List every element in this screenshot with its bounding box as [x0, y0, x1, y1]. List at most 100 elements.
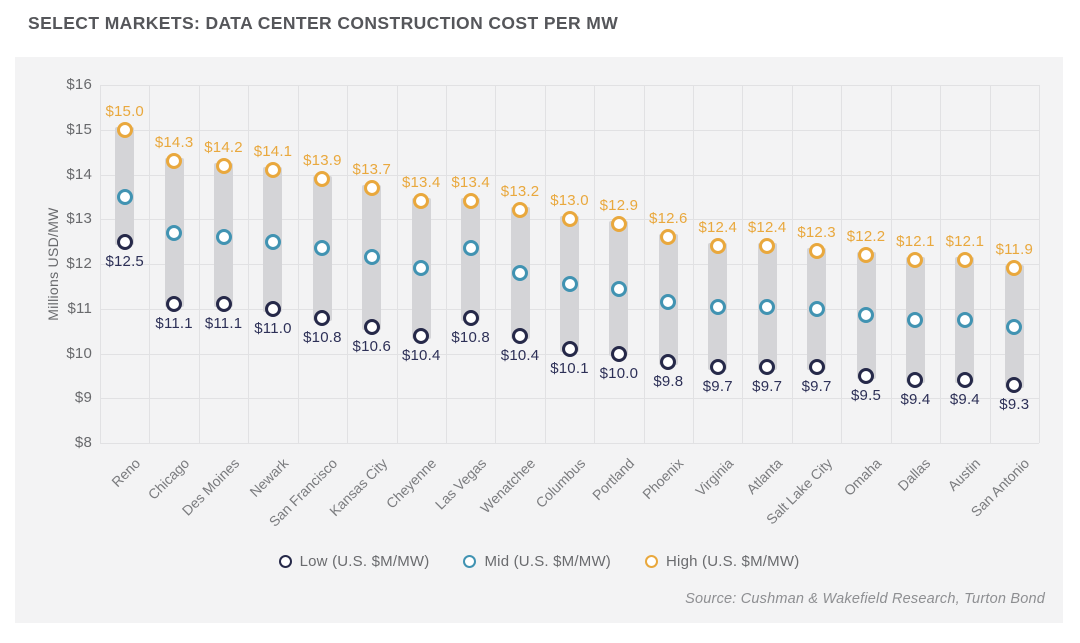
low-dot: [561, 341, 578, 358]
mid-dot: [363, 249, 380, 266]
gridline-horizontal: [100, 85, 1039, 86]
x-axis-category-label: San Antonio: [967, 455, 1033, 520]
low-value-label: $10.8: [451, 328, 490, 346]
high-dot: [215, 157, 232, 174]
high-dot: [1006, 260, 1023, 277]
low-value-label: $9.3: [999, 395, 1030, 413]
page-title: SELECT MARKETS: DATA CENTER CONSTRUCTION…: [28, 13, 619, 33]
low-value-label: $10.6: [352, 337, 392, 355]
high-dot: [314, 170, 331, 187]
y-axis-tick-label: $15: [66, 120, 92, 138]
low-value-label: $9.8: [653, 373, 684, 391]
legend-label-high: High (U.S. $M/MW): [666, 553, 800, 570]
low-value-label: $10.4: [500, 346, 540, 364]
range-bar: [115, 126, 135, 245]
gridline-vertical: [742, 85, 744, 443]
gridline-vertical: [149, 85, 151, 443]
x-axis-category-label: Dallas: [894, 455, 934, 494]
y-axis-tick-label: $9: [74, 389, 92, 407]
low-value-label: $10.1: [550, 360, 589, 378]
high-value-label: $11.9: [995, 241, 1033, 259]
gridline-vertical: [594, 85, 596, 443]
low-dot: [116, 233, 133, 250]
high-value-label: $12.1: [896, 232, 935, 250]
high-value-label: $13.2: [500, 183, 540, 201]
low-dot: [956, 372, 973, 389]
low-value-label: $9.7: [801, 377, 832, 395]
low-dot: [363, 318, 380, 335]
high-value-label: $13.4: [451, 174, 490, 192]
high-dot: [709, 238, 726, 255]
mid-dot: [907, 311, 924, 328]
gridline-vertical: [445, 85, 447, 443]
low-value-label: $12.5: [105, 252, 144, 270]
mid-dot: [264, 233, 281, 250]
x-axis-category-label: San Francisco: [266, 455, 341, 530]
mid-dot: [116, 188, 133, 205]
x-axis-category-label: Atlanta: [743, 455, 786, 498]
gridline-horizontal: [100, 398, 1039, 400]
legend-label-mid: Mid (U.S. $M/MW): [484, 553, 611, 570]
gridline-vertical: [495, 85, 497, 443]
mid-dot: [759, 298, 776, 315]
gridline-vertical: [347, 85, 349, 443]
high-dot: [956, 251, 973, 268]
mid-dot: [413, 260, 430, 277]
high-dot: [759, 238, 776, 255]
x-axis-category-label: Cheyenne: [383, 455, 440, 512]
high-value-label: $14.2: [204, 138, 243, 156]
high-value-label: $14.1: [253, 143, 293, 161]
mid-dot: [956, 311, 973, 328]
mid-dot: [462, 240, 479, 257]
high-dot: [858, 247, 875, 264]
mid-dot: [610, 280, 627, 297]
high-dot: [660, 229, 677, 246]
y-axis-tick-label: $10: [66, 344, 92, 362]
x-axis-category-label: Phoenix: [639, 455, 687, 503]
low-dot: [462, 309, 479, 326]
mid-dot: [660, 294, 677, 311]
low-dot: [660, 354, 677, 371]
high-value-label: $12.3: [797, 223, 836, 241]
high-value-label: $12.1: [945, 232, 985, 250]
high-value-label: $12.2: [846, 228, 886, 246]
high-value-label: $15.0: [105, 102, 144, 120]
low-dot: [264, 300, 281, 317]
y-axis-tick-label: $12: [66, 255, 92, 272]
y-axis-tick-label: $14: [66, 165, 92, 183]
high-value-label: $12.6: [649, 210, 688, 228]
high-value-label: $13.0: [550, 192, 589, 210]
low-value-label: $10.4: [401, 346, 441, 364]
x-axis-category-label: Columbus: [531, 455, 588, 511]
gridline-vertical: [791, 85, 793, 443]
high-dot: [166, 153, 183, 170]
mid-dot: [858, 307, 875, 324]
y-axis-tick-label: $16: [66, 76, 92, 93]
source-note: Source: Cushman & Wakefield Research, Tu…: [685, 591, 1045, 607]
mid-dot: [166, 224, 183, 241]
gridline-horizontal: [100, 443, 1039, 444]
chart-panel: Millions USD/MW $16 $15 $14 $13 $12 $11 $10 $9 $…: [15, 57, 1063, 623]
low-value-label: $9.4: [949, 391, 980, 409]
mid-dot: [215, 229, 232, 246]
low-value-label: $11.1: [204, 315, 243, 333]
low-dot: [413, 327, 430, 344]
gridline-horizontal: [100, 174, 1039, 176]
gridline-vertical: [643, 85, 645, 443]
high-dot: [363, 179, 380, 196]
low-value-label: $9.4: [900, 391, 931, 409]
gridline-vertical: [544, 85, 546, 443]
legend-item-low: Low (U.S. $M/MW): [278, 553, 430, 570]
low-value-label: $10.0: [599, 364, 639, 382]
legend-item-high: High (U.S. $M/MW): [645, 553, 799, 570]
high-dot: [413, 193, 430, 210]
x-axis-category-label: Chicago: [144, 455, 193, 503]
legend-label-low: Low (U.S. $M/MW): [299, 553, 430, 570]
low-value-label: $10.8: [303, 328, 342, 346]
plot-area: $16 $15 $14 $13 $12 $11 $10 $9 $8 $15.0 $12.5 Reno $…: [66, 76, 1040, 530]
high-dot: [561, 211, 578, 228]
high-value-label: $12.9: [599, 196, 639, 214]
gridline-vertical: [940, 85, 942, 443]
x-axis-category-label: Wenatchee: [477, 455, 539, 517]
gridline-vertical: [100, 85, 101, 443]
